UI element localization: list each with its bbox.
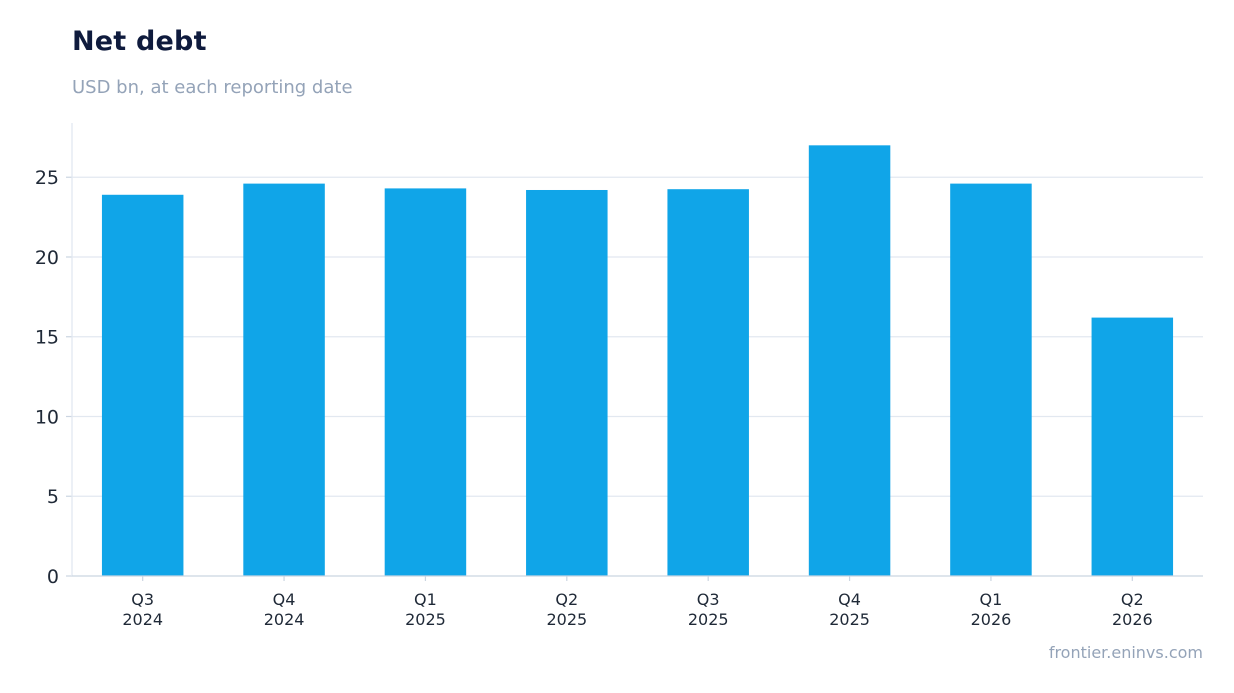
bar xyxy=(808,145,891,576)
bar xyxy=(384,188,467,576)
x-tick-year: 2025 xyxy=(688,610,729,629)
x-tick-label: Q4 2025 xyxy=(829,590,870,629)
x-tick-label: Q1 2026 xyxy=(971,590,1012,629)
bar xyxy=(101,194,184,576)
y-tick-label: 10 xyxy=(35,406,59,428)
y-tick-label: 15 xyxy=(35,327,59,349)
x-tick-quarter: Q1 xyxy=(414,590,437,609)
bars xyxy=(101,145,1174,576)
chart-subtitle: USD bn, at each reporting date xyxy=(72,77,353,98)
x-tick-year: 2026 xyxy=(1112,610,1153,629)
bar xyxy=(667,189,749,576)
x-tick-quarter: Q4 xyxy=(838,590,861,609)
bar xyxy=(243,183,325,576)
x-tick-year: 2024 xyxy=(264,610,305,629)
x-tick-year: 2025 xyxy=(546,610,587,629)
x-tick-label: Q1 2025 xyxy=(405,590,446,629)
bar xyxy=(1091,317,1174,576)
x-tick-label: Q4 2024 xyxy=(264,590,305,629)
x-tick-year: 2025 xyxy=(405,610,446,629)
x-tick-quarter: Q1 xyxy=(980,590,1003,609)
y-tick-label: 5 xyxy=(47,486,59,508)
x-tick-label: Q3 2025 xyxy=(688,590,729,629)
gridlines xyxy=(72,176,1203,497)
x-tick-quarter: Q2 xyxy=(555,590,578,609)
y-tick-label: 0 xyxy=(47,566,59,588)
x-tick-quarter: Q3 xyxy=(697,590,720,609)
x-tick-year: 2026 xyxy=(971,610,1012,629)
source-label: frontier.eninvs.com xyxy=(1048,643,1203,662)
bar xyxy=(526,189,608,576)
x-tick-quarter: Q3 xyxy=(131,590,154,609)
x-tick-year: 2025 xyxy=(829,610,870,629)
x-tick-year: 2024 xyxy=(122,610,163,629)
x-tick-label: Q3 2024 xyxy=(122,590,163,629)
chart-title: Net debt xyxy=(72,26,207,57)
y-tick-label: 25 xyxy=(35,167,59,189)
y-tick-label: 20 xyxy=(35,247,59,269)
x-tick-label: Q2 2025 xyxy=(546,590,587,629)
x-tick-quarter: Q4 xyxy=(273,590,296,609)
bar xyxy=(950,183,1032,576)
x-tick-label: Q2 2026 xyxy=(1112,590,1153,629)
x-tick-quarter: Q2 xyxy=(1121,590,1144,609)
y-axis: 0 5 10 15 20 25 xyxy=(35,123,73,588)
